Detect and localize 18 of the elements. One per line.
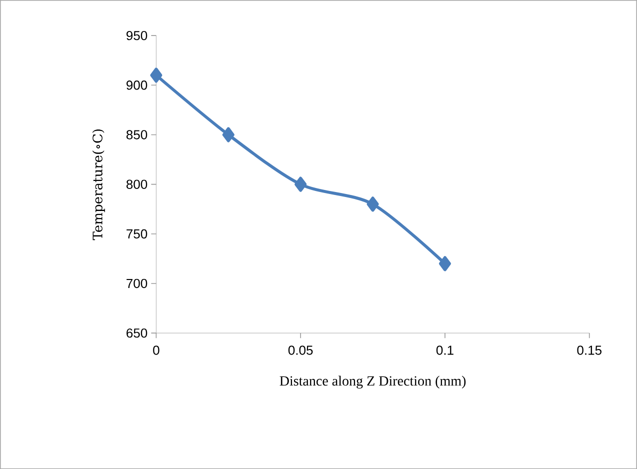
y-tick-label: 950	[126, 30, 148, 40]
point	[222, 127, 234, 142]
y-tick-label: 700	[126, 278, 148, 288]
y-tick-label: 900	[126, 80, 148, 90]
point	[294, 176, 307, 192]
x-tick-label: 0.15	[577, 346, 602, 355]
point	[438, 256, 452, 272]
x-tick-label: 0.1	[436, 346, 454, 355]
point	[366, 196, 379, 212]
y-axis-title: Temperature(∘C)	[92, 129, 105, 240]
y-tick-label: 650	[126, 328, 148, 338]
x-tick-label: 0.05	[288, 346, 313, 355]
x-axis-title: Distance along Z Direction (mm)	[280, 376, 466, 388]
y-tick-label: 850	[126, 130, 148, 140]
x-tick-label: 0	[153, 346, 160, 355]
point	[150, 68, 162, 83]
y-tick-label: 750	[126, 229, 148, 238]
y-tick-label: 800	[126, 180, 148, 189]
